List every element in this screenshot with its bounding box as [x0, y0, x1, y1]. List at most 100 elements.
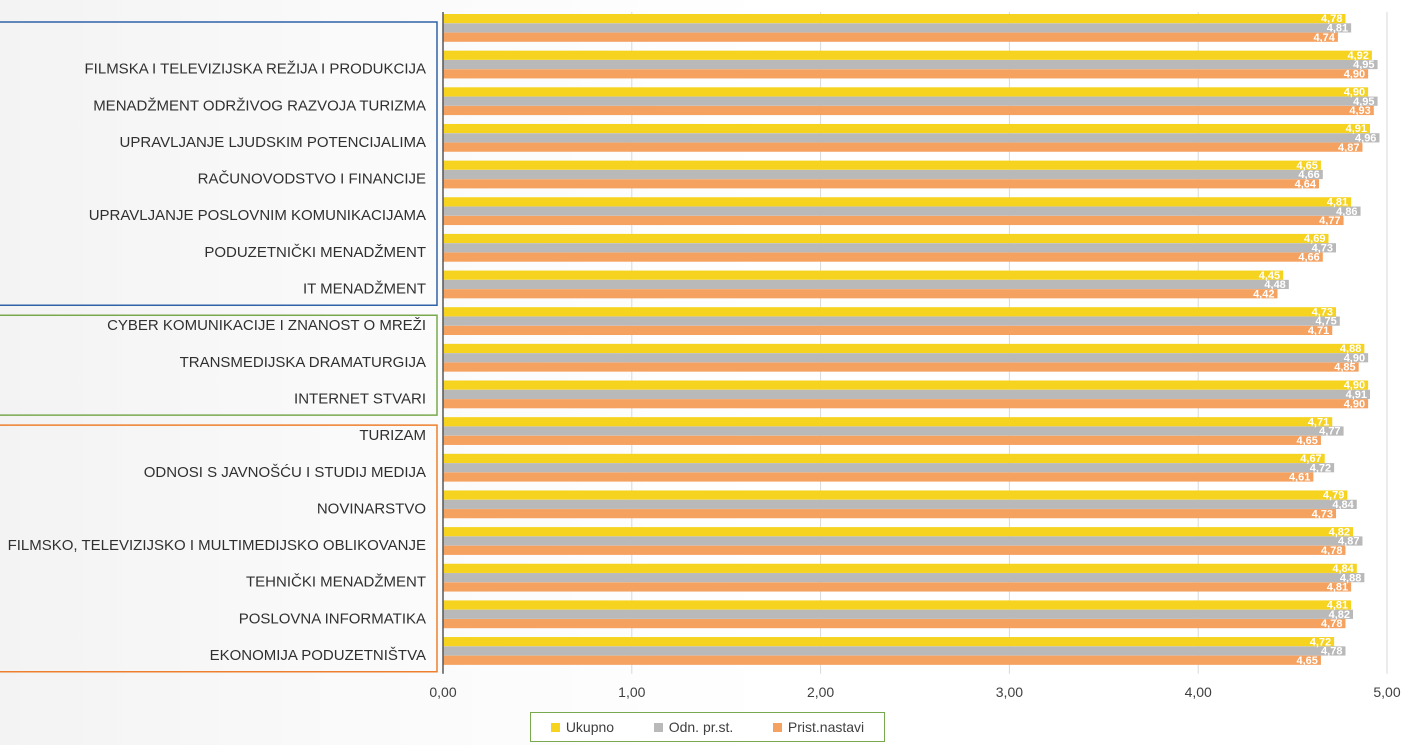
bar — [443, 50, 1372, 60]
bar — [443, 252, 1323, 262]
category-label: PODUZETNIČKI MENADŽMENT — [204, 244, 426, 261]
bar — [443, 316, 1340, 326]
bar — [443, 325, 1333, 335]
bar — [443, 600, 1352, 610]
x-tick-label: 2,00 — [807, 684, 834, 700]
bar — [443, 536, 1363, 546]
data-label: 4,84 — [1332, 563, 1354, 575]
category-label: TRANSMEDIJSKA DRAMATURGIJA — [180, 354, 426, 371]
bar — [443, 463, 1335, 473]
bar — [443, 582, 1352, 592]
data-label: 4,90 — [1344, 352, 1365, 364]
data-label: 4,45 — [1259, 270, 1280, 282]
legend-label: Ukupno — [565, 719, 615, 735]
bar — [443, 472, 1314, 482]
category-label: EKONOMIJA PODUZETNIŠTVA — [210, 647, 426, 664]
bar — [443, 609, 1354, 619]
data-label: 4,87 — [1338, 536, 1359, 548]
bar — [443, 14, 1346, 24]
data-label: 4,95 — [1353, 59, 1374, 71]
data-label: 4,69 — [1304, 233, 1325, 245]
data-label: 4,42 — [1253, 288, 1274, 300]
data-label: 4,78 — [1321, 13, 1342, 25]
data-label: 4,90 — [1344, 398, 1365, 410]
bar — [443, 353, 1369, 363]
data-label: 4,72 — [1310, 636, 1331, 648]
data-label: 4,71 — [1308, 416, 1329, 428]
bar — [443, 123, 1371, 134]
bar — [443, 453, 1325, 463]
data-label: 4,81 — [1327, 582, 1348, 594]
bar — [443, 243, 1337, 253]
data-label: 4,78 — [1321, 618, 1342, 630]
bar — [443, 233, 1329, 244]
data-label: 4,73 — [1312, 508, 1333, 520]
data-label: 4,65 — [1296, 160, 1317, 172]
bar — [443, 289, 1278, 299]
data-label: 4,92 — [1347, 50, 1368, 62]
category-label: ODNOSI S JAVNOŠĆU I STUDIJ MEDIJA — [144, 464, 426, 481]
bar — [443, 69, 1369, 79]
x-tick-label: 4,00 — [1185, 684, 1212, 700]
category-group-border — [0, 424, 438, 673]
category-label: UPRAVLJANJE POSLOVNIM KOMUNIKACIJAMA — [89, 207, 426, 224]
bar — [443, 527, 1354, 537]
data-label: 4,82 — [1329, 609, 1350, 621]
bar — [443, 655, 1321, 665]
bar — [443, 179, 1320, 189]
bar — [443, 389, 1371, 399]
category-label: INTERNET STVARI — [294, 390, 426, 407]
bar — [443, 426, 1344, 436]
bar — [443, 380, 1369, 390]
data-label: 4,81 — [1327, 196, 1348, 208]
data-label: 4,64 — [1295, 178, 1317, 190]
data-label: 4,81 — [1327, 600, 1348, 612]
category-label: TEHNIČKI MENADŽMENT — [246, 574, 426, 591]
legend-label: Prist.nastavi — [787, 719, 865, 735]
data-label: 4,93 — [1349, 105, 1370, 117]
category-group-border — [0, 314, 438, 416]
category-label: RAČUNOVODSTVO I FINANCIJE — [198, 171, 426, 188]
bar — [443, 362, 1359, 372]
category-label: MENADŽMENT ODRŽIVOG RAZVOJA TURIZMA — [93, 97, 426, 114]
data-label: 4,95 — [1353, 96, 1374, 108]
bar — [443, 142, 1363, 152]
legend-item: Odn. pr.st. — [653, 719, 733, 735]
category-label: UPRAVLJANJE LJUDSKIM POTENCIJALIMA — [120, 134, 426, 151]
x-tick-label: 3,00 — [996, 684, 1023, 700]
data-label: 4,48 — [1264, 279, 1285, 291]
data-label: 4,96 — [1355, 132, 1376, 144]
bar — [443, 637, 1335, 647]
data-label: 4,91 — [1346, 389, 1367, 401]
bar — [443, 435, 1321, 445]
data-label: 4,78 — [1321, 545, 1342, 557]
data-label: 4,90 — [1344, 87, 1365, 99]
bar — [443, 197, 1352, 207]
bar — [443, 96, 1378, 106]
bar — [443, 133, 1380, 143]
data-label: 4,86 — [1336, 206, 1357, 218]
category-label: POSLOVNA INFORMATIKA — [239, 610, 426, 627]
bar — [443, 279, 1289, 290]
bar — [443, 160, 1321, 170]
category-label: FILMSKO, TELEVIZIJSKO I MULTIMEDIJSKO OB… — [8, 537, 426, 554]
bar — [443, 490, 1348, 500]
data-label: 4,82 — [1329, 526, 1350, 538]
data-label: 4,90 — [1344, 380, 1365, 392]
data-label: 4,66 — [1298, 169, 1319, 181]
bar — [443, 169, 1323, 180]
data-label: 4,74 — [1313, 32, 1335, 44]
category-label: IT MENADŽMENT — [303, 281, 426, 298]
bar — [443, 59, 1378, 70]
bar — [443, 307, 1337, 317]
data-label: 4,88 — [1340, 572, 1361, 584]
category-label: NOVINARSTVO — [317, 500, 426, 517]
data-label: 4,73 — [1312, 306, 1333, 318]
bar — [443, 215, 1344, 226]
legend-item: Ukupno — [550, 719, 615, 735]
data-label: 4,90 — [1344, 68, 1365, 80]
bar — [443, 206, 1361, 216]
bar — [443, 545, 1346, 555]
bar — [443, 23, 1352, 33]
legend-swatch — [550, 722, 560, 732]
